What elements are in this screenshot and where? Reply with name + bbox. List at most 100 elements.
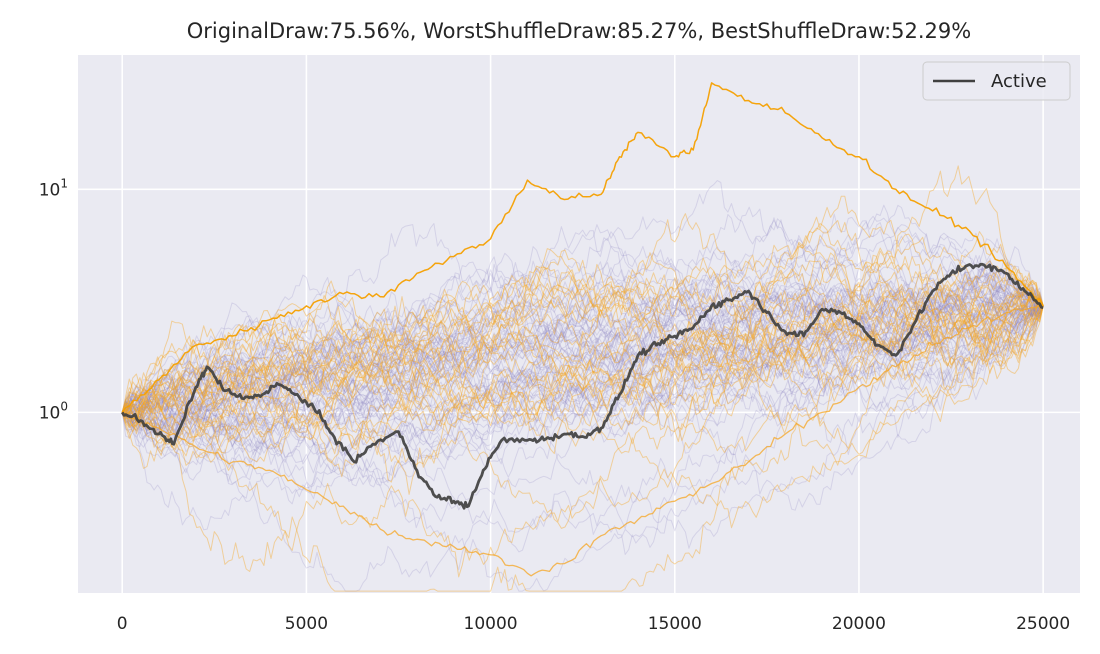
shuffle-line xyxy=(121,195,1044,414)
shuffle-line xyxy=(121,295,1044,449)
shuffle-line xyxy=(121,226,1044,429)
x-tick-label: 10000 xyxy=(464,614,518,634)
shuffle-line xyxy=(122,222,1044,466)
active-line xyxy=(121,262,1044,510)
shuffle-line xyxy=(121,282,1044,432)
shuffle-line xyxy=(121,288,1044,433)
legend: Active xyxy=(922,61,1071,101)
shuffle-line xyxy=(121,252,1044,422)
shuffle-line xyxy=(121,267,1044,487)
shuffle-line xyxy=(122,305,1044,505)
shuffle-line xyxy=(121,245,1044,435)
shuffle-line xyxy=(121,267,1044,417)
shuffle-line xyxy=(121,180,1044,413)
shuffle-line xyxy=(121,282,1044,448)
shuffle-line xyxy=(121,261,1044,429)
shuffle-line xyxy=(122,282,1044,437)
shuffle-line xyxy=(121,295,1044,439)
shuffle-line xyxy=(121,305,1044,456)
shuffle-line xyxy=(121,291,1044,553)
x-tick-label: 0 xyxy=(117,614,128,634)
shuffle-line xyxy=(121,278,1044,481)
shuffle-line xyxy=(121,302,1044,592)
shuffle-line xyxy=(121,246,1044,442)
shuffle-line xyxy=(121,268,1044,420)
shuffle-line xyxy=(121,299,1044,427)
worst-shuffle-line xyxy=(121,82,1044,413)
shuffle-line xyxy=(121,213,1044,413)
shuffle-line xyxy=(121,281,1044,478)
shuffle-line xyxy=(121,254,1044,442)
shuffle-line xyxy=(121,288,1044,444)
shuffle-line xyxy=(121,287,1044,426)
x-tick-label: 15000 xyxy=(648,614,702,634)
shuffle-line xyxy=(121,260,1044,445)
legend-box xyxy=(922,61,1071,101)
shuffle-line xyxy=(121,271,1044,495)
shuffle-line xyxy=(121,218,1044,440)
shuffle-line xyxy=(121,276,1044,413)
shuffle-line xyxy=(121,248,1044,413)
shuffle-line xyxy=(121,251,1044,440)
shuffle-line xyxy=(121,294,1044,578)
legend-label-active: Active xyxy=(991,71,1047,92)
shuffle-line xyxy=(122,305,1044,529)
shuffle-line xyxy=(121,249,1044,413)
shuffle-line xyxy=(121,284,1044,426)
shuffle-line xyxy=(121,204,1044,430)
shuffle-line xyxy=(121,259,1044,424)
x-tick-label: 25000 xyxy=(1016,614,1070,634)
shuffle-line xyxy=(122,257,1044,447)
shuffle-line xyxy=(121,233,1044,442)
shuffle-line xyxy=(121,231,1044,413)
shuffle-line xyxy=(121,297,1044,420)
shuffle-line xyxy=(121,277,1044,476)
shuffle-line xyxy=(121,299,1044,592)
shuffle-line xyxy=(121,282,1044,447)
x-tick-label: 5000 xyxy=(285,614,328,634)
shuffle-line xyxy=(121,274,1044,437)
shuffle-line xyxy=(121,305,1044,488)
shuffle-line xyxy=(122,260,1044,452)
shuffle-line xyxy=(121,206,1044,445)
shuffle-line xyxy=(121,274,1044,439)
shuffle-line xyxy=(121,285,1044,429)
series-layer xyxy=(121,82,1044,577)
shuffle-line xyxy=(122,271,1044,448)
shuffle-line xyxy=(121,229,1044,441)
shuffle-line xyxy=(121,224,1044,415)
shuffle-line xyxy=(121,303,1044,458)
y-axis: 100 101 xyxy=(39,176,68,423)
shuffle-line xyxy=(121,301,1044,467)
shuffle-line xyxy=(121,303,1044,529)
shuffle-line xyxy=(121,281,1044,472)
shuffle-line xyxy=(121,246,1044,413)
shuffle-line xyxy=(121,266,1044,417)
shuffle-line xyxy=(121,204,1044,462)
shuffle-band xyxy=(121,165,1044,592)
shuffle-line xyxy=(121,284,1044,413)
shuffle-line xyxy=(121,278,1044,482)
shuffle-line xyxy=(122,245,1044,428)
shuffle-line xyxy=(121,276,1044,438)
shuffle-line xyxy=(121,303,1044,455)
shuffle-line xyxy=(122,238,1044,419)
shuffle-line xyxy=(121,268,1044,464)
shuffle-line xyxy=(121,292,1044,465)
shuffle-line xyxy=(122,287,1044,445)
shuffle-line xyxy=(121,280,1044,416)
shuffle-line xyxy=(121,231,1044,457)
shuffle-line xyxy=(122,266,1044,424)
shuffle-line xyxy=(122,247,1044,455)
shuffle-line xyxy=(122,277,1044,463)
shuffle-line xyxy=(121,236,1044,438)
x-tick-label: 20000 xyxy=(832,614,886,634)
shuffle-line xyxy=(121,305,1044,529)
shuffle-line xyxy=(122,290,1044,426)
x-axis: 0 5000 10000 15000 20000 25000 xyxy=(117,614,1070,634)
shuffle-line xyxy=(122,305,1044,498)
shuffle-line xyxy=(122,272,1044,435)
shuffle-line xyxy=(121,220,1044,416)
y-tick-label: 100 xyxy=(39,399,68,423)
